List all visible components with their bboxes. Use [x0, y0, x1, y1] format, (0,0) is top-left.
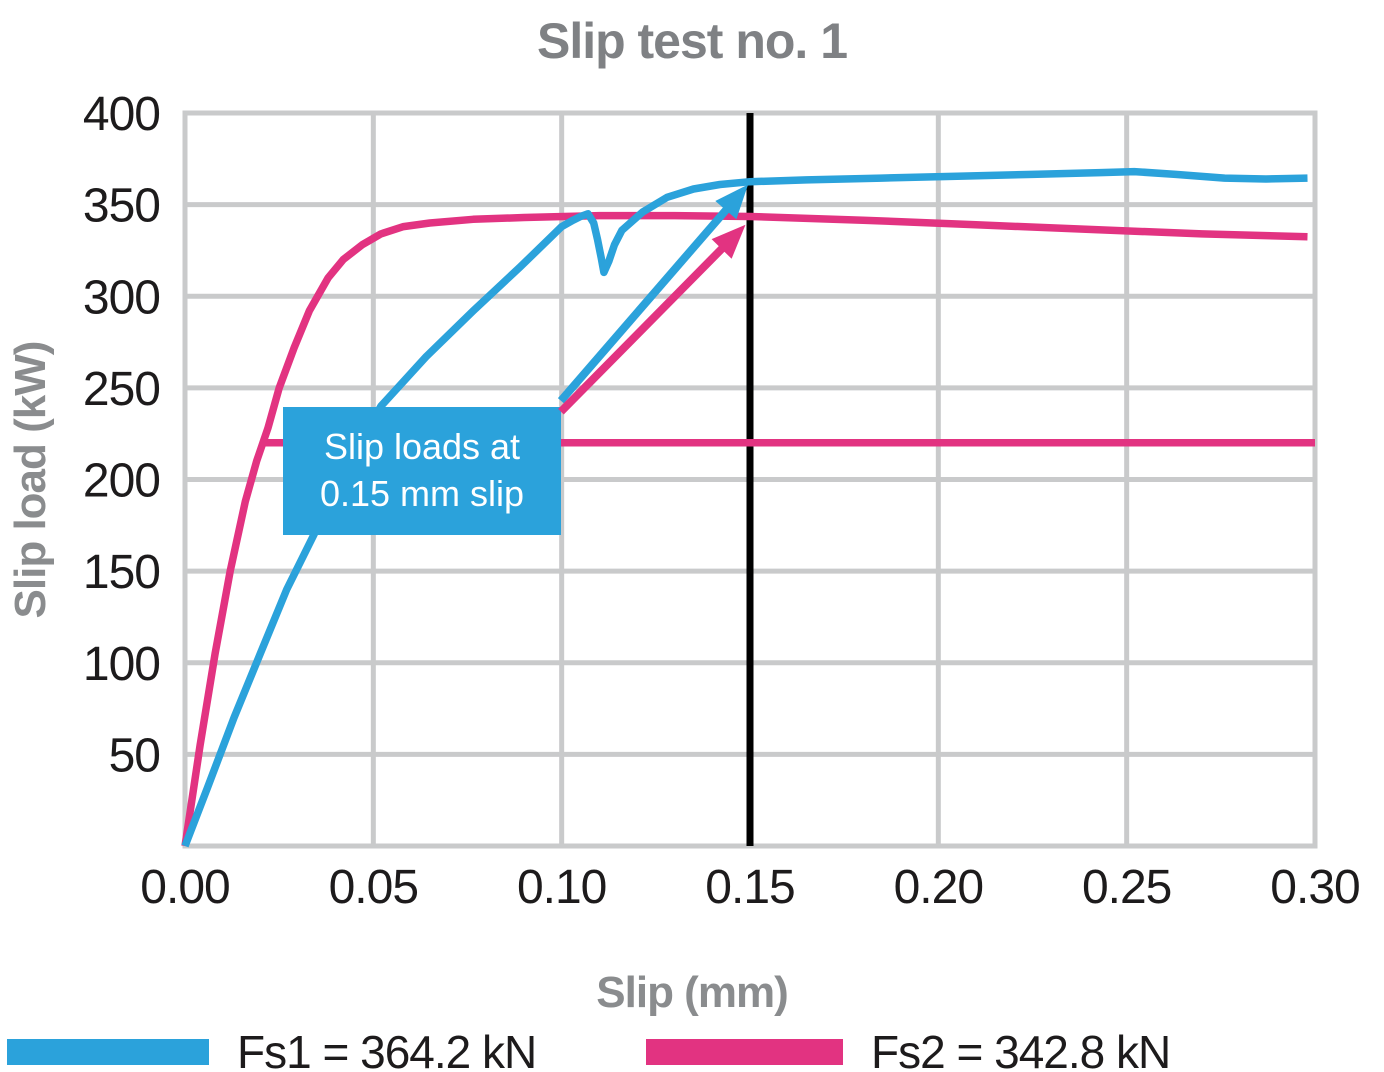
annotation-text-line2: 0.15 mm slip — [320, 473, 524, 514]
annotation-text-line1: Slip loads at — [324, 426, 520, 467]
chart-title: Slip test no. 1 — [536, 13, 848, 69]
arrow-head-fs1 — [715, 184, 749, 220]
y-tick-label: 150 — [83, 546, 160, 599]
legend-item-fs2: Fs2 = 342.8 kN — [646, 1026, 1171, 1072]
legend-swatch-fs2 — [646, 1039, 843, 1065]
y-tick-label: 300 — [83, 271, 160, 324]
legend-label-fs2: Fs2 = 342.8 kN — [871, 1026, 1171, 1072]
x-tick-label: 0.10 — [517, 861, 606, 914]
legend-label-fs1: Fs1 = 364.2 kN — [237, 1026, 537, 1072]
y-tick-label: 50 — [109, 729, 160, 782]
arrow-head-fs2 — [711, 224, 746, 259]
x-tick-label: 0.00 — [140, 861, 229, 914]
annotation-callout: Slip loads at 0.15 mm slip — [283, 407, 561, 535]
y-tick-label: 350 — [83, 180, 160, 233]
y-tick-label: 400 — [83, 88, 160, 141]
plot-over-layer: 400 350 300 250 200 150 100 50 0.00 0.05 0.10 0.15 0… — [83, 88, 1361, 914]
legend-item-fs1: Fs1 = 364.2 kN — [7, 1026, 537, 1072]
y-tick-label: 200 — [83, 455, 160, 508]
legend-swatch-fs1 — [7, 1039, 209, 1065]
plot-canvas: Slip loads at 0.15 mm slip 400 350 300 250 2… — [83, 88, 1361, 914]
x-tick-label: 0.25 — [1082, 861, 1171, 914]
x-tick-label: 0.05 — [329, 861, 418, 914]
y-tick-label: 100 — [83, 638, 160, 691]
x-tick-label: 0.30 — [1270, 861, 1359, 914]
x-axis-label: Slip (mm) — [596, 968, 788, 1017]
series-fs2-curve — [181, 211, 1308, 847]
y-tick-label: 250 — [83, 363, 160, 416]
x-tick-label: 0.20 — [894, 861, 983, 914]
arrow-shaft-fs2 — [558, 237, 733, 415]
arrow-shaft-fs1 — [557, 198, 737, 404]
annotation-box — [283, 407, 561, 535]
x-tick-label: 0.15 — [705, 861, 794, 914]
